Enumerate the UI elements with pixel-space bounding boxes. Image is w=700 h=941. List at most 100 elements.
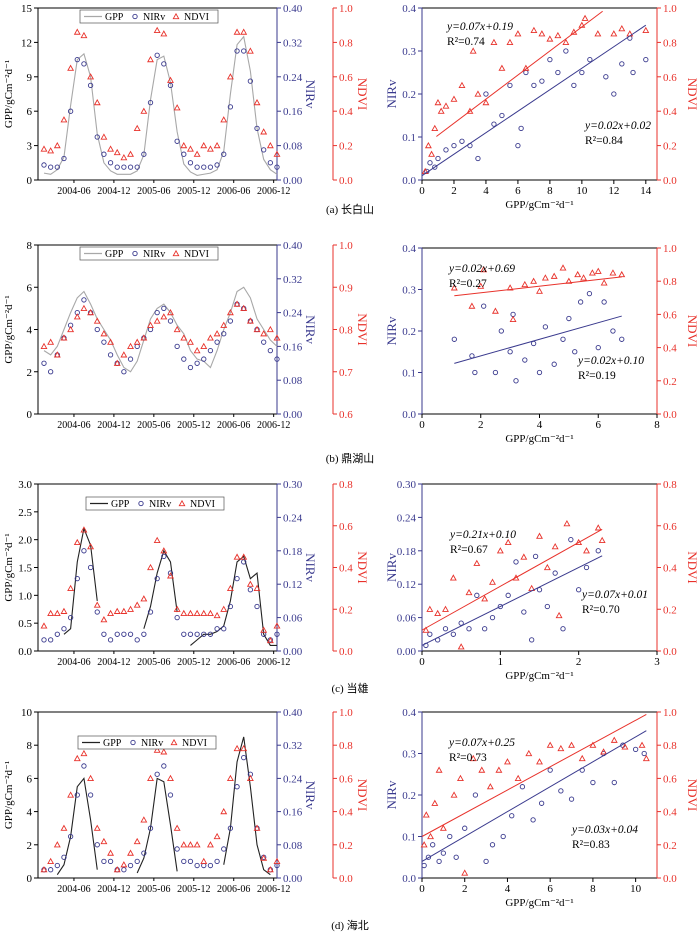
nirv-tick-label: 0.1: [402, 368, 416, 380]
nirv-point: [586, 290, 593, 297]
nirv-point: [261, 147, 267, 153]
nirv-point: [566, 315, 572, 322]
x-tick-label: 6: [547, 883, 553, 895]
nirv-point: [500, 833, 506, 840]
ndvi-point: [495, 766, 503, 773]
nirv-point: [194, 631, 200, 637]
legend-nirv-label: NIRv: [143, 12, 165, 23]
nirv-point: [558, 788, 564, 794]
ndvi-tick-label: 0.8: [339, 37, 353, 49]
nirv-point: [81, 61, 87, 67]
x-tick-label: 2005-06: [137, 884, 170, 895]
ndvi-point: [213, 832, 221, 840]
scatter-chart-b: 0.0 0.1 0.2 0.3 0.4 0.0 0.2 0.4 0.6 0.8 1.0 0 2 4 6 8 GP…: [384, 243, 700, 445]
ndvi-tick-label: 1.0: [663, 3, 677, 15]
panel-caption: (a) 长白山: [326, 202, 374, 216]
ndvi-point: [422, 811, 430, 818]
ndvi-point: [642, 754, 650, 762]
nirv-point: [147, 609, 154, 615]
ndvi-point: [439, 824, 447, 831]
nirv-point: [601, 299, 607, 305]
nirv-point: [54, 164, 60, 170]
ndvi-point: [266, 866, 274, 873]
x-tick-label: 0: [419, 656, 425, 668]
nirv-point: [174, 343, 180, 350]
x-tick-label: 2: [462, 883, 468, 895]
nirv-tick-label: 0.06: [397, 613, 417, 625]
x-tick-label: 6: [596, 419, 602, 431]
nirv-point: [121, 631, 127, 637]
ndvi-axis-label: NDVI: [685, 315, 700, 348]
nirv-tick-label: 0.32: [283, 740, 302, 752]
ndvi-point: [93, 317, 101, 324]
nirv-point: [241, 755, 247, 761]
ndvi-point: [67, 584, 75, 591]
ndvi-point: [153, 26, 161, 33]
gpp-axis-label: GPP/gCm⁻²d⁻¹: [3, 533, 15, 601]
nirv-point: [81, 548, 87, 554]
nirv-point: [121, 867, 127, 873]
ndvi-tick-label: 1.0: [339, 240, 353, 252]
gpp-tick-label: 0: [27, 175, 33, 187]
legend-ndvi-label: NDVI: [190, 499, 215, 510]
ndvi-point: [253, 325, 261, 333]
ndvi-point: [474, 90, 482, 97]
nirv-point: [87, 792, 94, 798]
ndvi-point: [589, 741, 597, 748]
x-tick-label: 8: [590, 883, 596, 895]
nirv-point: [214, 339, 220, 345]
x-tick-label: 2004-06: [57, 420, 90, 431]
ndvi-fit-line: [421, 528, 603, 631]
nirv-point: [134, 343, 140, 350]
ndvi-point: [581, 14, 589, 21]
ndvi-point: [180, 334, 188, 341]
x-tick-label: 2004-12: [97, 186, 130, 197]
nirv-point: [94, 609, 100, 615]
gpp-tick-label: 1.0: [18, 590, 32, 602]
gpp-line: [223, 736, 271, 876]
nirv-tick-label: 0.40: [283, 707, 303, 719]
ndvi-point: [73, 313, 81, 320]
nirv-point: [67, 833, 74, 840]
nirv-point: [475, 155, 481, 162]
nirv-tick-label: 0.16: [283, 341, 303, 353]
ndvi-axis-label: NDVI: [355, 779, 370, 812]
nirv-point: [632, 746, 639, 752]
nirv-point: [536, 369, 543, 376]
ndvi-point: [491, 307, 499, 314]
ndvi-point: [226, 584, 234, 591]
ndvi-tick-label: 0.6: [339, 773, 353, 785]
nirv-point: [101, 151, 107, 157]
nirv-point: [167, 570, 174, 576]
nirv-point: [453, 854, 459, 860]
ndvi-point: [200, 857, 208, 865]
nirv-point: [201, 356, 207, 362]
ndvi-point: [253, 824, 261, 831]
x-tick-label: 2006-06: [217, 884, 250, 895]
ndvi-point: [107, 338, 115, 345]
nirv-fit-r2: R²=0.84: [585, 135, 623, 147]
ndvi-tick-label: 0.6: [663, 309, 677, 321]
ndvi-point: [160, 748, 168, 755]
nirv-fit-equation: y=0.02x+0.10: [577, 355, 644, 367]
ndvi-point: [477, 282, 485, 289]
nirv-tick-label: 0.30: [397, 479, 417, 491]
ndvi-point: [140, 107, 148, 114]
nirv-point: [207, 347, 214, 354]
nirv-point: [267, 347, 273, 354]
nirv-point: [507, 349, 513, 355]
ndvi-point: [80, 31, 88, 39]
nirv-point: [522, 357, 528, 363]
ndvi-point: [200, 609, 208, 617]
ndvi-point: [562, 38, 570, 46]
ndvi-point: [220, 807, 228, 815]
nirv-point: [610, 328, 616, 334]
x-tick-label: 2005-12: [177, 884, 210, 895]
x-tick-label: 2006-12: [257, 657, 290, 668]
ndvi-point: [594, 267, 602, 274]
ndvi-point: [80, 304, 88, 311]
x-tick-label: 3: [654, 656, 660, 668]
x-tick-label: 4: [505, 883, 511, 895]
legend: GPP NIRv NDVI: [85, 496, 225, 511]
ndvi-point: [47, 147, 55, 154]
